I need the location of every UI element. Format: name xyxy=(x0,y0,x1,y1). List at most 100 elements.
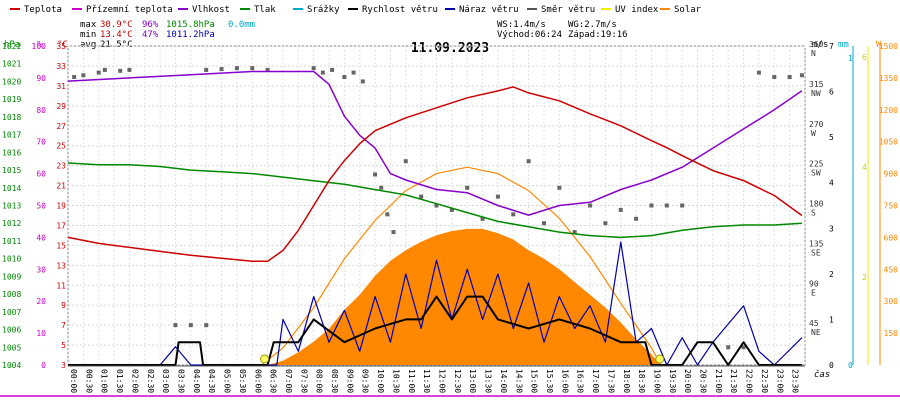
tick-label-w: 600 xyxy=(884,233,899,242)
stat-value: 0.0mm xyxy=(228,20,255,30)
wind-dir-point xyxy=(234,66,239,71)
axis-title-ms: m/s xyxy=(812,40,828,50)
tick-label-pct: 10 xyxy=(36,329,46,338)
tick-label-ms: 1 xyxy=(829,315,834,324)
tick-label-time: 03:30 xyxy=(176,369,185,393)
tick-label-uv: 4 xyxy=(862,163,867,172)
tick-label-dir-name: NW xyxy=(811,89,821,98)
tick-label-pct: 100 xyxy=(32,42,47,51)
wind-dir-point xyxy=(634,216,639,221)
tick-label-hpa: 1008 xyxy=(2,290,21,299)
tick-label-time: 01:30 xyxy=(115,369,124,393)
wind-dir-point xyxy=(373,172,378,177)
series-humidity-line xyxy=(67,70,803,216)
tick-label-temp: 29 xyxy=(56,102,66,111)
tick-label-time: 10:30 xyxy=(391,369,400,393)
tick-label-time: 12:00 xyxy=(438,369,447,393)
series-wind-speed-line xyxy=(68,295,802,366)
tick-label-time: 13:00 xyxy=(468,369,477,393)
tick-label-dir-name: S xyxy=(811,209,816,218)
right-axes: m/s mm W360N315NW270W225SW180S135SE90E45NE… xyxy=(809,40,898,370)
stat-value: Východ:06:24 xyxy=(497,30,562,40)
wind-dir-point xyxy=(741,345,746,350)
tick-label-dir-name: SW xyxy=(811,169,821,178)
tick-label-w: 1200 xyxy=(879,106,898,115)
tick-label-w: 750 xyxy=(884,202,899,211)
tick-label-time: 08:00 xyxy=(315,369,324,393)
legend-label: Náraz větru xyxy=(459,5,519,15)
tick-label-time: 08:30 xyxy=(330,369,339,393)
tick-label-hpa: 1018 xyxy=(2,113,21,122)
stat-value: WS:1.4m/s xyxy=(497,20,546,30)
tick-label-dir-name: E xyxy=(811,288,816,297)
tick-label-dir: 360 xyxy=(809,40,824,49)
tick-label-dir: 270 xyxy=(809,120,824,129)
series-pressure-line xyxy=(67,162,802,239)
tick-label-time: 06:30 xyxy=(269,369,278,393)
tick-label-time: 21:30 xyxy=(729,369,738,393)
tick-label-w: 450 xyxy=(884,265,899,274)
tick-label-dir: 180 xyxy=(809,200,824,209)
wind-dir-point xyxy=(127,67,132,72)
tick-label-pct: 20 xyxy=(36,297,46,306)
wind-dir-point xyxy=(330,67,335,72)
stat-value: 30.9°C xyxy=(100,20,133,30)
stat-value: max xyxy=(80,20,97,30)
wind-dir-point xyxy=(618,207,623,212)
wind-dir-point xyxy=(434,203,439,208)
tick-label-hpa: 1005 xyxy=(2,343,21,352)
legend-label: Rychlost větru xyxy=(362,5,438,15)
legend-label: Vlhkost xyxy=(192,5,230,15)
wind-dir-point xyxy=(204,67,209,72)
wind-dir-point xyxy=(756,70,761,75)
stat-value: Západ:19:16 xyxy=(568,30,628,40)
stat-value: WG:2.7m/s xyxy=(568,20,617,30)
tick-label-ms: 0 xyxy=(829,361,834,370)
legend-label: UV index xyxy=(615,5,659,15)
wind-dir-point xyxy=(557,185,562,190)
tick-label-temp: 17 xyxy=(56,221,66,230)
tick-label-hpa: 1004 xyxy=(2,361,21,370)
tick-label-hpa: 1014 xyxy=(2,184,21,193)
tick-label-dir: 315 xyxy=(809,80,824,89)
stat-value: avg xyxy=(80,40,96,50)
tick-label-time: 19:30 xyxy=(668,369,677,393)
tick-label-time: 18:30 xyxy=(637,369,646,393)
wind-dir-point xyxy=(342,75,347,80)
tick-label-dir-name: W xyxy=(811,129,816,138)
wind-dir-point xyxy=(351,70,356,75)
tick-label-hpa: 1021 xyxy=(2,60,21,69)
tick-label-temp: 21 xyxy=(56,182,66,191)
wind-dir-point xyxy=(96,70,101,75)
stat-value: 47% xyxy=(142,30,159,40)
wind-dir-point xyxy=(772,75,777,80)
stat-value: 1011.2hPa xyxy=(166,30,215,40)
wind-dir-point xyxy=(588,203,593,208)
series-wind-gust-line xyxy=(68,241,803,366)
tick-label-temp: 27 xyxy=(56,122,66,131)
tick-label-hpa: 1006 xyxy=(2,326,21,335)
tick-label-hpa: 1010 xyxy=(2,255,21,264)
tick-label-w: 300 xyxy=(884,297,899,306)
wind-dir-point xyxy=(219,67,224,72)
tick-label-dir: 135 xyxy=(809,239,824,248)
wind-dir-point xyxy=(572,230,577,235)
time-axis: 00:00 00:30 01:00 01:30 02:00 02:30 03:00 03:30… xyxy=(0,365,900,397)
tick-label-time: 21:00 xyxy=(714,369,723,393)
tick-label-time: 05:30 xyxy=(238,369,247,393)
wind-dir-point xyxy=(480,216,485,221)
tick-label-time: 04:30 xyxy=(207,369,216,393)
stat-value: min xyxy=(80,30,96,40)
tick-label-time: 18:00 xyxy=(622,369,631,393)
tick-label-time: 14:00 xyxy=(499,369,508,393)
tick-label-temp: 3 xyxy=(61,361,66,370)
tick-label-time: 20:00 xyxy=(683,369,692,393)
tick-label-pct: 80 xyxy=(36,106,46,115)
tick-label-pct: 0 xyxy=(41,361,46,370)
tick-label-temp: 19 xyxy=(56,202,66,211)
tick-label-dir-name: SE xyxy=(811,248,821,257)
tick-label-time: 11:00 xyxy=(407,369,416,393)
tick-label-w: 1500 xyxy=(879,42,898,51)
wind-dir-point xyxy=(72,75,77,80)
wind-dir-point xyxy=(385,212,390,217)
